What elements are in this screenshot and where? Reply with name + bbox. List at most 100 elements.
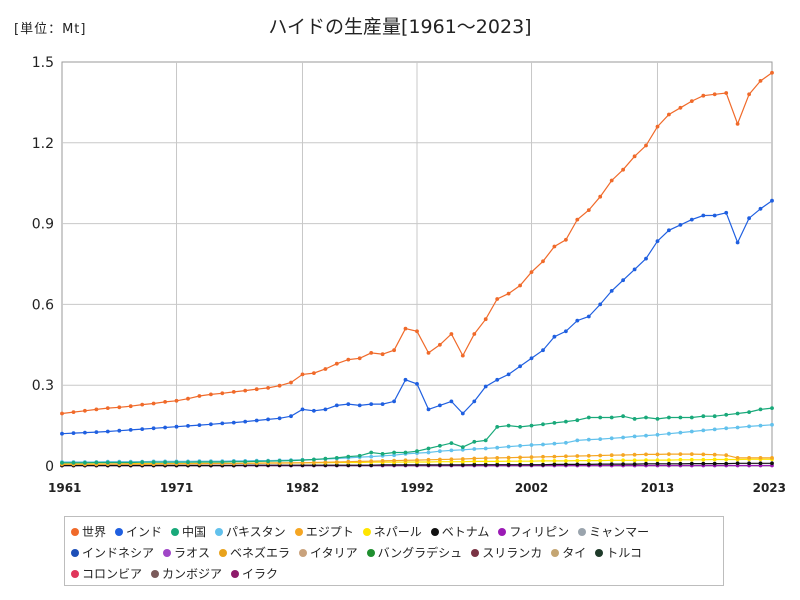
data-point: [621, 167, 625, 172]
data-point: [334, 463, 339, 468]
data-point: [186, 460, 190, 465]
data-point: [380, 352, 385, 357]
data-point: [403, 450, 408, 455]
legend-item: イタリア: [299, 542, 358, 563]
data-point: [644, 461, 648, 466]
data-point: [426, 450, 431, 455]
data-point: [312, 460, 316, 465]
legend-label: ベネズエラ: [230, 546, 291, 560]
data-point: [575, 458, 580, 463]
data-point: [392, 450, 396, 455]
legend-item: ミャンマー: [578, 521, 649, 542]
data-point: [689, 461, 694, 466]
data-point: [128, 460, 133, 465]
data-point: [105, 460, 110, 465]
data-point: [186, 396, 190, 401]
data-point: [449, 399, 454, 404]
data-point: [758, 206, 763, 211]
data-point: [449, 441, 454, 445]
data-point: [426, 351, 431, 355]
data-point: [609, 458, 614, 463]
data-point: [403, 377, 408, 382]
data-point: [724, 412, 729, 417]
data-point: [300, 460, 305, 465]
data-point: [632, 462, 637, 466]
data-point: [506, 444, 511, 449]
data-point: [438, 457, 442, 462]
data-point: [701, 93, 706, 98]
data-point: [598, 415, 603, 420]
data-point: [220, 391, 225, 396]
x-tick-label: 1961: [48, 481, 81, 495]
data-point: [564, 329, 568, 334]
data-point: [483, 462, 488, 467]
data-point: [140, 460, 145, 465]
data-point: [254, 418, 259, 423]
data-point: [529, 423, 534, 428]
data-point: [552, 454, 557, 459]
data-point: [495, 459, 500, 464]
data-point: [667, 431, 671, 436]
data-point: [460, 445, 465, 449]
data-point: [621, 453, 625, 457]
x-tick-label: 1982: [286, 481, 319, 495]
legend-item: インドネシア: [71, 542, 154, 563]
data-point: [518, 283, 522, 288]
legend-item: ベネズエラ: [219, 542, 290, 563]
data-point: [564, 419, 568, 424]
data-point: [518, 443, 522, 448]
data-point: [483, 456, 488, 461]
legend-item: トルコ: [595, 542, 642, 563]
data-point: [163, 460, 168, 465]
data-point: [529, 459, 534, 464]
legend-marker-icon: [215, 527, 224, 536]
data-point: [312, 408, 316, 413]
data-point: [632, 458, 637, 463]
legend-label: フィリピン: [509, 525, 570, 539]
data-point: [712, 414, 717, 419]
data-point: [529, 356, 534, 361]
data-point: [415, 449, 419, 454]
data-point: [277, 383, 282, 388]
data-point: [689, 457, 694, 462]
data-point: [346, 459, 351, 464]
data-point: [346, 402, 351, 406]
data-point: [564, 237, 568, 242]
legend-item: ベトナム: [430, 521, 489, 542]
data-point: [655, 432, 660, 437]
data-point: [392, 348, 396, 353]
data-point: [770, 456, 774, 460]
data-point: [128, 404, 133, 409]
y-tick-label: 1.2: [32, 136, 54, 152]
data-point: [460, 457, 465, 461]
data-point: [575, 438, 580, 443]
data-point: [552, 334, 557, 339]
data-point: [689, 99, 694, 103]
data-point: [483, 384, 488, 389]
x-tick-label: 1971: [160, 481, 193, 495]
data-point: [575, 418, 580, 423]
data-point: [712, 461, 717, 466]
data-point: [460, 353, 465, 358]
data-point: [609, 415, 614, 420]
data-point: [197, 423, 202, 427]
data-point: [632, 267, 637, 272]
data-point: [243, 459, 248, 464]
data-point: [483, 438, 488, 443]
data-point: [655, 452, 660, 457]
data-point: [518, 455, 522, 460]
data-point: [438, 342, 442, 347]
data-point: [564, 462, 568, 467]
legend-marker-icon: [366, 548, 375, 557]
data-point: [380, 463, 385, 467]
data-point: [71, 431, 76, 435]
data-point: [621, 435, 625, 440]
data-point: [632, 452, 637, 457]
data-point: [632, 434, 637, 439]
legend-marker-icon: [595, 548, 604, 557]
data-point: [701, 452, 706, 457]
data-point: [472, 447, 477, 451]
data-point: [609, 453, 614, 458]
data-point: [644, 452, 648, 457]
data-point: [712, 213, 717, 218]
